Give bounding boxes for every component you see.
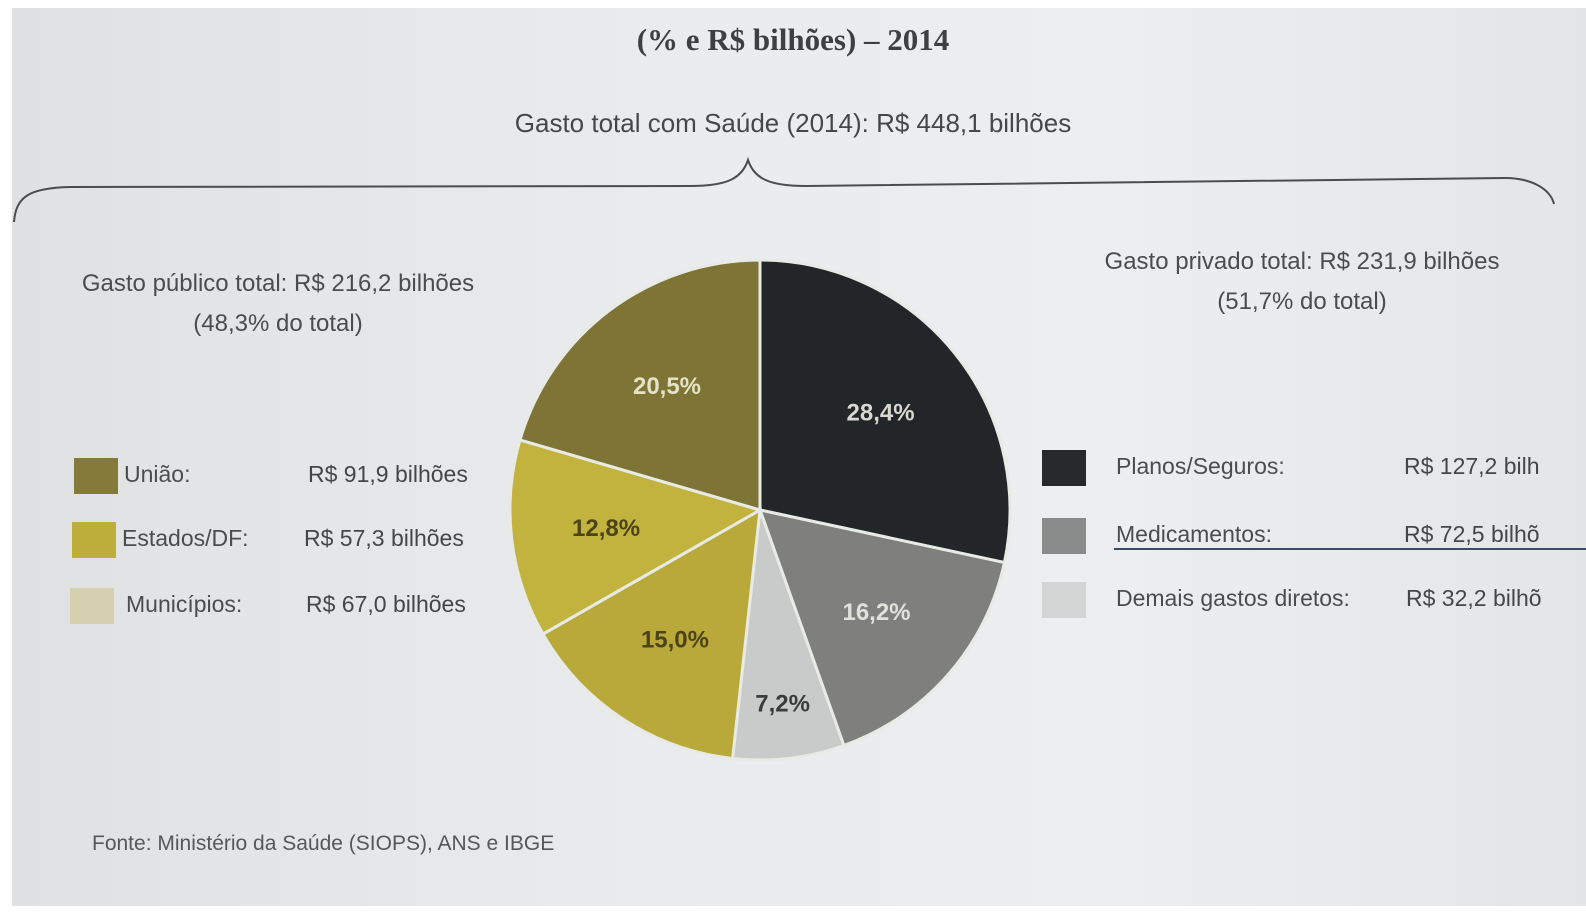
legend-label: Planos/Seguros:: [1116, 453, 1285, 479]
pie-slice-label: 16,2%: [842, 599, 910, 626]
legend-label: Demais gastos diretos:: [1116, 585, 1350, 611]
pie-slice-planos-seguros: [758, 258, 1012, 565]
legend-label: União:: [124, 461, 191, 487]
legend-swatch: [70, 588, 114, 624]
pie-slice-label: 7,2%: [755, 691, 810, 718]
pie-slice-label: 12,8%: [572, 515, 640, 542]
chart-title: (% e R$ bilhões) – 2014: [636, 22, 950, 57]
public-total: Gasto público total: R$ 216,2 bilhões: [81, 270, 475, 297]
legend-swatch: [1042, 450, 1086, 486]
legend-value: R$ 67,0 bilhões: [306, 591, 466, 617]
pie-slice-medicamentos: [757, 507, 1007, 748]
legend-swatch: [74, 458, 118, 494]
private-share: (51,7% do total): [1217, 288, 1387, 315]
total-spending-label: Gasto total com Saúde (2014): R$ 448,1 b…: [514, 108, 1072, 138]
public-heading: Gasto público total: R$ 216,2 bilhões (4…: [28, 264, 528, 344]
pie-slice-uni-o: [518, 258, 762, 513]
legend-value: R$ 91,9 bilhões: [308, 461, 468, 487]
legend-value: R$ 127,2 bilh: [1404, 453, 1540, 479]
pie-slice-munic-pios: [540, 507, 762, 761]
private-heading: Gasto privado total: R$ 231,9 bilhões (5…: [1042, 242, 1562, 322]
public-share: (48,3% do total): [193, 310, 363, 337]
legend-item-uniao: União: R$ 91,9 bilhões: [74, 456, 514, 496]
legend-swatch: [1042, 582, 1086, 618]
private-total: Gasto privado total: R$ 231,9 bilhões: [1104, 248, 1500, 275]
legend-swatch: [72, 522, 116, 558]
pie-slice-estados-df: [508, 438, 764, 637]
legend-label: Medicamentos:: [1116, 521, 1272, 547]
legend-value: R$ 72,5 bilhõ: [1404, 521, 1540, 547]
legend-item-municipios: Municípios: R$ 67,0 bilhões: [70, 586, 510, 626]
legend-item-medicamentos: Medicamentos: R$ 72,5 bilhõ: [1042, 516, 1586, 556]
legend-item-planos: Planos/Seguros: R$ 127,2 bilh: [1042, 448, 1586, 488]
legend-value: R$ 32,2 bilhõ: [1406, 585, 1542, 611]
pie-slice-label: 15,0%: [641, 627, 709, 654]
legend-value: R$ 57,3 bilhões: [304, 525, 464, 551]
legend-underline: [1114, 548, 1586, 550]
pie-slice-demais-gastos-diretos: [730, 509, 846, 762]
source-note: Fonte: Ministério da Saúde (SIOPS), ANS …: [92, 832, 555, 855]
legend-item-demais: Demais gastos diretos: R$ 32,2 bilhõ: [1042, 580, 1586, 620]
pie-slice-label: 20,5%: [633, 373, 701, 400]
legend-label: Municípios:: [126, 591, 243, 617]
legend-item-estados: Estados/DF: R$ 57,3 bilhões: [72, 520, 512, 560]
legend-label: Estados/DF:: [122, 525, 249, 551]
pie-slice-label: 28,4%: [847, 400, 915, 427]
legend-swatch: [1042, 518, 1086, 554]
